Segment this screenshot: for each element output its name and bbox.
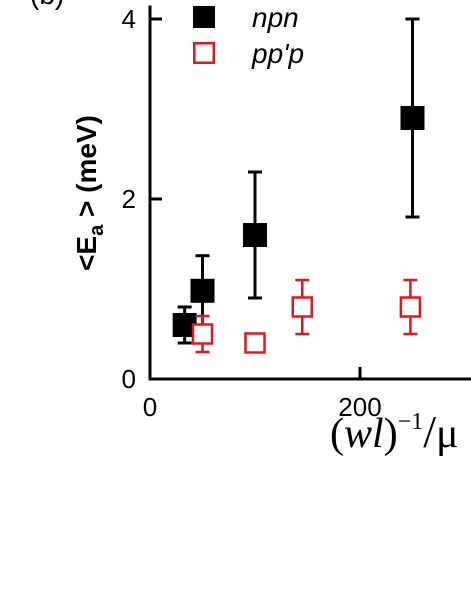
- data-point-1-2: [291, 296, 313, 318]
- x-axis-title-exponent: −1: [398, 409, 424, 435]
- legend-label-0: npn: [252, 2, 299, 33]
- plot-area: [172, 17, 425, 354]
- x-tick-label: 200: [338, 392, 381, 422]
- x-tick-label: 0: [143, 392, 157, 422]
- x-axis-title: (wl)−1/μ: [330, 406, 459, 457]
- legend-marker-0: [193, 6, 215, 28]
- data-point-1-0: [191, 323, 214, 345]
- x-axis-title-mu: μ: [436, 411, 459, 457]
- y-tick-label: 0: [122, 364, 136, 394]
- x-axis-title-wl: wl: [344, 411, 384, 457]
- y-axis-title: <Ea > (meV): [71, 115, 108, 271]
- data-point-0-2: [243, 223, 267, 247]
- legend: npn pp'p: [193, 2, 304, 69]
- data-point-1-1: [244, 332, 266, 354]
- y-tick-label: 4: [122, 4, 136, 34]
- legend-label-1: pp'p: [251, 38, 304, 69]
- data-point-0-1: [190, 278, 215, 303]
- data-point-1-3: [399, 296, 422, 318]
- legend-marker-1: [193, 42, 215, 64]
- x-axis-title-close: ): [384, 411, 398, 457]
- y-tick-label: 2: [122, 184, 136, 214]
- y-axis-title-prefix: <E: [71, 236, 102, 271]
- x-axis-title-slash: /: [423, 406, 436, 457]
- y-axis-title-suffix: > (meV): [71, 115, 102, 225]
- panel-label: (b): [30, 0, 64, 10]
- y-axis-title-subscript: a: [86, 224, 108, 236]
- x-axis-title-open: (: [330, 411, 344, 457]
- axes: 0 2 4 0 200: [122, 4, 471, 422]
- data-point-0-3: [400, 106, 425, 130]
